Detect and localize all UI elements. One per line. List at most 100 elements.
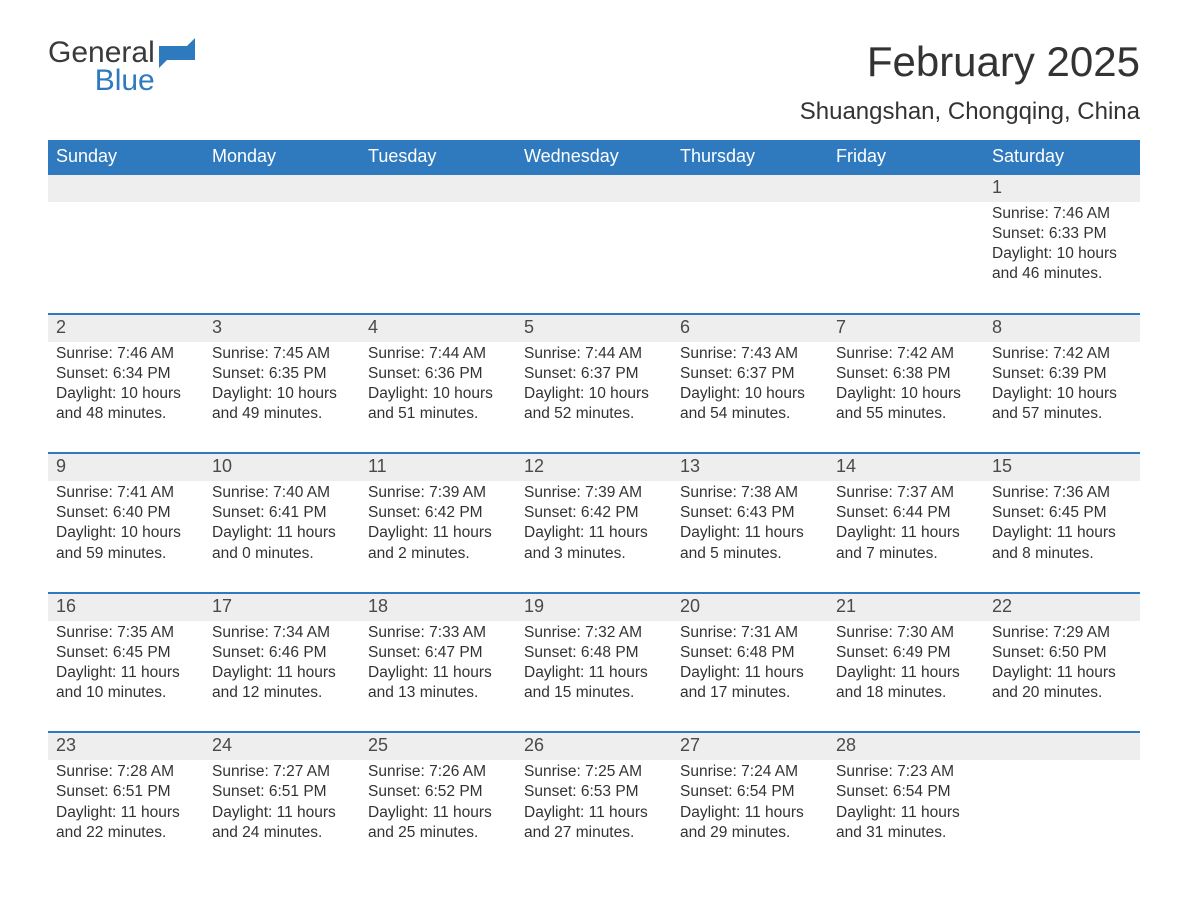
weekday-tuesday: Tuesday	[360, 140, 516, 175]
day-details: Sunrise: 7:36 AMSunset: 6:45 PMDaylight:…	[984, 481, 1140, 592]
daylight-text: Daylight: 10 hours and 59 minutes.	[56, 523, 196, 563]
day-details: Sunrise: 7:40 AMSunset: 6:41 PMDaylight:…	[204, 481, 360, 592]
day-details-row: Sunrise: 7:46 AMSunset: 6:34 PM Daylight:…	[48, 342, 1140, 453]
sunrise-text: Sunrise: 7:33 AM	[368, 623, 508, 643]
day-number: 25	[360, 733, 516, 760]
sunrise-text: Sunrise: 7:46 AM	[992, 204, 1132, 224]
day-number: 26	[516, 733, 672, 760]
sunset-text: Sunset: 6:35 PM	[212, 364, 352, 384]
sunrise-text: Sunrise: 7:23 AM	[836, 762, 976, 782]
sunset-text: Sunset: 6:44 PM	[836, 503, 976, 523]
sunset-text: Sunset: 6:52 PM	[368, 782, 508, 802]
calendar-week: 2345678Sunrise: 7:46 AMSunset: 6:34 PMDa…	[48, 313, 1140, 453]
sunrise-text: Sunrise: 7:38 AM	[680, 483, 820, 503]
sunrise-text: Sunrise: 7:39 AM	[368, 483, 508, 503]
day-details: Sunrise: 7:27 AMSunset: 6:51 PMDaylight:…	[204, 760, 360, 871]
day-details	[984, 760, 1140, 871]
title-block: February 2025 Shuangshan, Chongqing, Chi…	[800, 38, 1140, 126]
daylight-text: Daylight: 11 hours and 13 minutes.	[368, 663, 508, 703]
day-details	[48, 202, 204, 313]
day-number: 2	[48, 315, 204, 342]
day-number-row: 1	[48, 175, 1140, 202]
day-number: 23	[48, 733, 204, 760]
daylight-text: Daylight: 11 hours and 7 minutes.	[836, 523, 976, 563]
day-details: Sunrise: 7:37 AMSunset: 6:44 PMDaylight:…	[828, 481, 984, 592]
day-details: Sunrise: 7:30 AMSunset: 6:49 PMDaylight:…	[828, 621, 984, 732]
day-details: Sunrise: 7:38 AMSunset: 6:43 PMDaylight:…	[672, 481, 828, 592]
daylight-text: Daylight: 11 hours and 2 minutes.	[368, 523, 508, 563]
day-number: 13	[672, 454, 828, 481]
sunrise-text: Sunrise: 7:32 AM	[524, 623, 664, 643]
daylight-text: Daylight: 10 hours and 49 minutes.	[212, 384, 352, 424]
sunset-text: Sunset: 6:51 PM	[212, 782, 352, 802]
day-details: Sunrise: 7:43 AMSunset: 6:37 PMDaylight:…	[672, 342, 828, 453]
day-number-row: 9101112131415	[48, 452, 1140, 481]
logo-flag-icon	[159, 38, 195, 68]
day-details: Sunrise: 7:44 AMSunset: 6:36 PMDaylight:…	[360, 342, 516, 453]
sunrise-text: Sunrise: 7:41 AM	[56, 483, 196, 503]
day-number-row: 232425262728	[48, 731, 1140, 760]
sunrise-text: Sunrise: 7:44 AM	[368, 344, 508, 364]
sunrise-text: Sunrise: 7:45 AM	[212, 344, 352, 364]
day-number-row: 16171819202122	[48, 592, 1140, 621]
day-details: Sunrise: 7:39 AMSunset: 6:42 PMDaylight:…	[516, 481, 672, 592]
day-number	[48, 175, 204, 202]
daylight-text: Daylight: 10 hours and 57 minutes.	[992, 384, 1132, 424]
day-number: 4	[360, 315, 516, 342]
sunset-text: Sunset: 6:39 PM	[992, 364, 1132, 384]
calendar: Sunday Monday Tuesday Wednesday Thursday…	[48, 140, 1140, 871]
daylight-text: Daylight: 10 hours and 46 minutes.	[992, 244, 1132, 284]
day-details: Sunrise: 7:42 AMSunset: 6:38 PMDaylight:…	[828, 342, 984, 453]
day-details-row: Sunrise: 7:28 AMSunset: 6:51 PMDaylight:…	[48, 760, 1140, 871]
calendar-week: 232425262728Sunrise: 7:28 AMSunset: 6:51…	[48, 731, 1140, 871]
weekday-sunday: Sunday	[48, 140, 204, 175]
sunset-text: Sunset: 6:51 PM	[56, 782, 196, 802]
day-number: 5	[516, 315, 672, 342]
sunset-text: Sunset: 6:46 PM	[212, 643, 352, 663]
sunset-text: Sunset: 6:48 PM	[680, 643, 820, 663]
day-details: Sunrise: 7:23 AMSunset: 6:54 PMDaylight:…	[828, 760, 984, 871]
sunset-text: Sunset: 6:41 PM	[212, 503, 352, 523]
daylight-text: Daylight: 11 hours and 22 minutes.	[56, 803, 196, 843]
day-details: Sunrise: 7:31 AMSunset: 6:48 PMDaylight:…	[672, 621, 828, 732]
day-number: 11	[360, 454, 516, 481]
logo: General Blue	[48, 38, 195, 96]
sunrise-text: Sunrise: 7:46 AM	[56, 344, 196, 364]
day-number: 9	[48, 454, 204, 481]
day-details	[672, 202, 828, 313]
day-number: 21	[828, 594, 984, 621]
daylight-text: Daylight: 11 hours and 17 minutes.	[680, 663, 820, 703]
calendar-week: 9101112131415Sunrise: 7:41 AM Sunset: 6:4…	[48, 452, 1140, 592]
sunrise-text: Sunrise: 7:28 AM	[56, 762, 196, 782]
sunset-text: Sunset: 6:54 PM	[680, 782, 820, 802]
sunset-text: Sunset: 6:33 PM	[992, 224, 1132, 244]
sunrise-text: Sunrise: 7:36 AM	[992, 483, 1132, 503]
sunset-text: Sunset: 6:48 PM	[524, 643, 664, 663]
sunrise-text: Sunrise: 7:35 AM	[56, 623, 196, 643]
daylight-text: Daylight: 11 hours and 10 minutes.	[56, 663, 196, 703]
sunrise-text: Sunrise: 7:27 AM	[212, 762, 352, 782]
sunrise-text: Sunrise: 7:31 AM	[680, 623, 820, 643]
day-details	[360, 202, 516, 313]
day-number: 19	[516, 594, 672, 621]
location: Shuangshan, Chongqing, China	[800, 98, 1140, 126]
sunrise-text: Sunrise: 7:39 AM	[524, 483, 664, 503]
logo-text-block: General Blue	[48, 38, 155, 96]
sunset-text: Sunset: 6:34 PM	[56, 364, 196, 384]
day-details: Sunrise: 7:35 AMSunset: 6:45 PMDaylight:…	[48, 621, 204, 732]
daylight-text: Daylight: 11 hours and 29 minutes.	[680, 803, 820, 843]
weekday-saturday: Saturday	[984, 140, 1140, 175]
weekday-wednesday: Wednesday	[516, 140, 672, 175]
day-number: 17	[204, 594, 360, 621]
sunset-text: Sunset: 6:38 PM	[836, 364, 976, 384]
day-number	[984, 733, 1140, 760]
sunset-text: Sunset: 6:36 PM	[368, 364, 508, 384]
sunset-text: Sunset: 6:43 PM	[680, 503, 820, 523]
day-number: 28	[828, 733, 984, 760]
month-title: February 2025	[800, 38, 1140, 86]
sunrise-text: Sunrise: 7:26 AM	[368, 762, 508, 782]
day-number: 10	[204, 454, 360, 481]
daylight-text: Daylight: 11 hours and 3 minutes.	[524, 523, 664, 563]
day-details	[516, 202, 672, 313]
sunset-text: Sunset: 6:53 PM	[524, 782, 664, 802]
